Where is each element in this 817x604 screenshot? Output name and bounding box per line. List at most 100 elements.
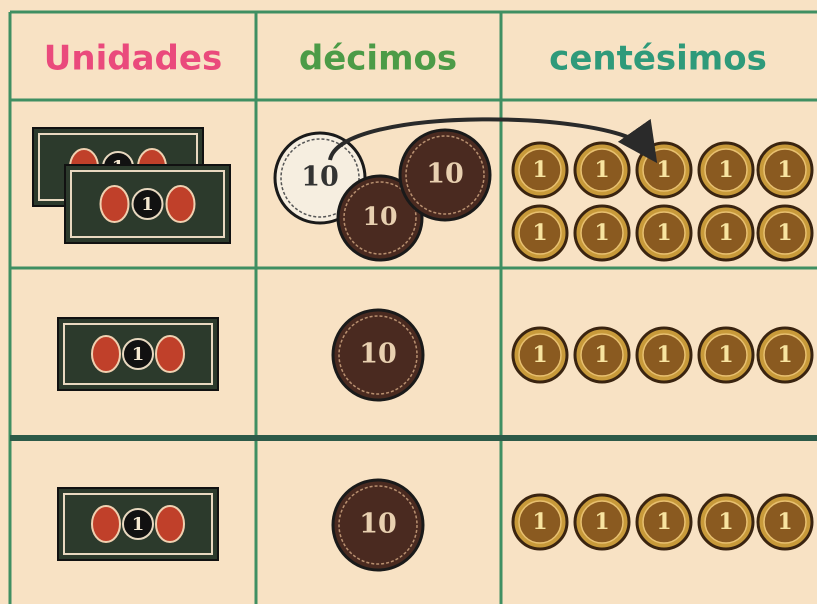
coin-body bbox=[336, 174, 424, 262]
cent-coin: 1 bbox=[511, 493, 569, 551]
coin: 10 bbox=[331, 478, 425, 572]
coin-rim bbox=[704, 148, 748, 192]
arrow bbox=[328, 117, 658, 164]
coin: 10 bbox=[398, 128, 492, 222]
coin-rim bbox=[763, 211, 807, 255]
cent-coin: 1 bbox=[573, 326, 631, 384]
bill: 1 bbox=[57, 317, 219, 391]
coin-label: 1 bbox=[718, 157, 733, 183]
bill-label: 1 bbox=[132, 514, 145, 535]
bill-border bbox=[63, 493, 213, 555]
coin-label: 1 bbox=[532, 342, 547, 368]
coin-rim bbox=[580, 333, 624, 377]
bill-body bbox=[57, 487, 219, 561]
coin-label: 10 bbox=[362, 201, 397, 231]
coin-label: 1 bbox=[718, 509, 733, 535]
coin-rim bbox=[343, 181, 417, 255]
coin-rim bbox=[338, 315, 418, 395]
coin-label: 10 bbox=[359, 509, 397, 540]
coin-rim bbox=[518, 500, 562, 544]
cent-coin: 1 bbox=[756, 204, 814, 262]
coin-rim bbox=[763, 500, 807, 544]
portrait bbox=[165, 185, 196, 223]
cent-coin: 1 bbox=[697, 493, 755, 551]
bill-border bbox=[70, 170, 225, 238]
coin-body bbox=[331, 478, 425, 572]
coin-label: 1 bbox=[594, 509, 609, 535]
cent-coin: 1 bbox=[697, 204, 755, 262]
coin-rim bbox=[642, 500, 686, 544]
cent-coin: 1 bbox=[635, 141, 693, 199]
bill-body bbox=[64, 164, 231, 244]
coin-body bbox=[331, 308, 425, 402]
cent-coin: 1 bbox=[697, 141, 755, 199]
cent-coin: 1 bbox=[635, 326, 693, 384]
coin-label: 1 bbox=[594, 157, 609, 183]
coin-label: 1 bbox=[656, 157, 671, 183]
bill: 1 bbox=[64, 164, 231, 244]
portrait bbox=[155, 505, 185, 543]
cent-coin: 1 bbox=[635, 204, 693, 262]
cent-coin: 1 bbox=[511, 141, 569, 199]
coin-rim bbox=[704, 500, 748, 544]
coin-label: 1 bbox=[594, 342, 609, 368]
portrait bbox=[91, 335, 121, 373]
portrait bbox=[91, 505, 121, 543]
coin-label: 1 bbox=[656, 342, 671, 368]
coin-label: 10 bbox=[426, 159, 464, 190]
coin-rim bbox=[704, 333, 748, 377]
cent-coin: 1 bbox=[756, 141, 814, 199]
coin-rim bbox=[763, 148, 807, 192]
coin-label: 1 bbox=[532, 220, 547, 246]
coin-label: 1 bbox=[777, 157, 792, 183]
header: décimos bbox=[299, 39, 457, 79]
coin-rim bbox=[518, 333, 562, 377]
coin-rim bbox=[642, 333, 686, 377]
cent-coin: 1 bbox=[756, 493, 814, 551]
header: Unidades bbox=[44, 39, 222, 79]
coin-label: 1 bbox=[777, 342, 792, 368]
bill-center bbox=[131, 188, 164, 220]
grid bbox=[8, 10, 817, 604]
coin-rim bbox=[580, 148, 624, 192]
cent-coin: 1 bbox=[573, 493, 631, 551]
coin-rim bbox=[280, 138, 360, 218]
coin-label: 1 bbox=[777, 509, 792, 535]
coin-rim bbox=[338, 485, 418, 565]
coin-rim bbox=[642, 211, 686, 255]
coin-label: 1 bbox=[594, 220, 609, 246]
bill-label: 1 bbox=[141, 194, 154, 215]
cent-coin: 1 bbox=[573, 204, 631, 262]
cent-coin: 1 bbox=[697, 326, 755, 384]
coin-label: 1 bbox=[532, 157, 547, 183]
bill: 1 bbox=[57, 487, 219, 561]
coin: 10 bbox=[331, 308, 425, 402]
bill-center bbox=[122, 508, 154, 540]
portrait bbox=[99, 185, 130, 223]
coin-rim bbox=[518, 211, 562, 255]
coin: 10 bbox=[336, 174, 424, 262]
bill-label: 1 bbox=[132, 344, 145, 365]
coin-rim bbox=[405, 135, 485, 215]
coin-body bbox=[398, 128, 492, 222]
coin-label: 1 bbox=[777, 220, 792, 246]
cent-coin: 1 bbox=[756, 326, 814, 384]
header: centésimos bbox=[549, 39, 767, 79]
coin-rim bbox=[704, 211, 748, 255]
coin-label: 1 bbox=[656, 509, 671, 535]
coin-label: 1 bbox=[532, 509, 547, 535]
coin-rim bbox=[580, 500, 624, 544]
cent-coin: 1 bbox=[511, 204, 569, 262]
coin-label: 10 bbox=[359, 339, 397, 370]
cent-coin: 1 bbox=[635, 493, 693, 551]
bill-center bbox=[122, 338, 154, 370]
coin-label: 10 bbox=[301, 162, 339, 193]
coin-label: 1 bbox=[718, 342, 733, 368]
coin-rim bbox=[763, 333, 807, 377]
cent-coin: 1 bbox=[573, 141, 631, 199]
portrait bbox=[155, 335, 185, 373]
coin-label: 1 bbox=[656, 220, 671, 246]
coin-rim bbox=[580, 211, 624, 255]
